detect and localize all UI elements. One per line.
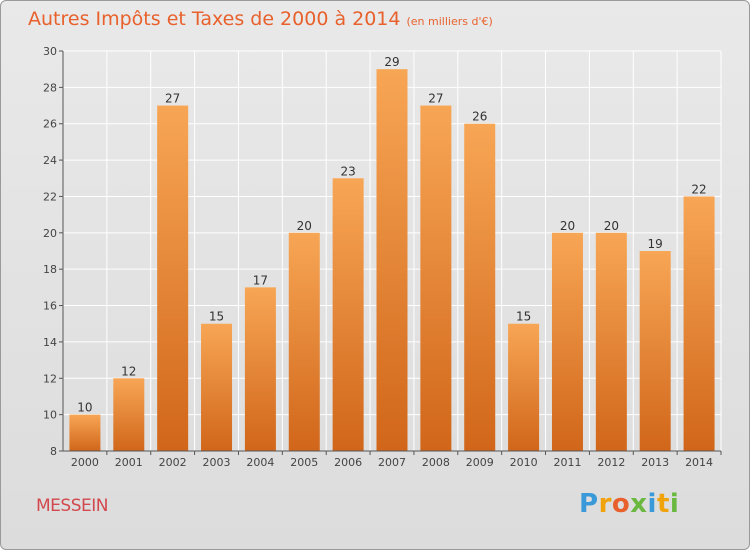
bar-2003 [201,323,233,451]
y-tick-label: 30 [43,45,57,58]
bar-2011 [551,232,583,451]
bar-2007 [376,69,408,451]
y-tick-label: 14 [43,336,57,349]
bar-2008 [420,105,452,451]
bar-value-label: 10 [77,401,92,415]
bar-value-label: 12 [121,364,136,378]
bar-2009 [464,123,496,452]
x-tick-label: 2001 [115,456,143,469]
x-tick-label: 2003 [203,456,231,469]
bar-value-label: 20 [297,219,312,233]
bar-value-label: 15 [209,310,224,324]
x-tick-label: 2005 [290,456,318,469]
proxiti-logo: Proxiti [579,489,679,519]
x-tick-label: 2006 [334,456,362,469]
labels: 8 10 12 14 16 18 20 22 24 26 28 30 10 2000 12 2001 27 200… [43,45,713,469]
bar-value-label: 20 [604,219,619,233]
y-tick-label: 16 [43,300,57,313]
chart-title: Autres Impôts et Taxes de 2000 à 2014 (en… [28,8,493,30]
bar-value-label: 17 [253,273,268,287]
y-tick-label: 20 [43,227,57,240]
logo-letter: t [656,489,670,519]
bar-2005 [288,232,320,451]
bar-2013 [639,251,671,451]
bar-value-label: 15 [516,310,531,324]
bar-2006 [332,178,364,452]
bar-value-label: 22 [691,182,706,196]
y-tick-label: 22 [43,190,57,203]
chart-subtitle: (en milliers d'€) [406,15,493,28]
chart-title-text: Autres Impôts et Taxes de 2000 à 2014 [28,8,401,30]
bar-2002 [157,105,189,451]
logo-letter: r [598,489,612,519]
bar-value-label: 19 [648,237,663,251]
y-tick-label: 26 [43,118,57,131]
bar-2004 [244,287,276,451]
x-tick-label: 2008 [422,456,450,469]
x-tick-label: 2002 [159,456,187,469]
bar-value-label: 23 [340,164,355,178]
x-tick-label: 2007 [378,456,406,469]
bar-value-label: 26 [472,110,487,124]
bars [69,69,715,452]
logo-letter: x [630,489,648,519]
bar-value-label: 27 [165,92,180,106]
bar-value-label: 20 [560,219,575,233]
y-tick-label: 28 [43,81,57,94]
y-tick-label: 12 [43,372,57,385]
bar-2000 [69,414,101,451]
y-tick-label: 18 [43,263,57,276]
bar-2001 [113,378,145,451]
y-tick-label: 8 [50,445,57,458]
bar-2012 [595,232,627,451]
x-tick-label: 2011 [553,456,581,469]
logo-letter: P [579,489,599,519]
x-tick-label: 2000 [71,456,99,469]
x-tick-label: 2012 [597,456,625,469]
commune-name: MESSEIN [36,496,108,516]
bar-2010 [508,323,540,451]
x-tick-label: 2014 [685,456,713,469]
x-tick-label: 2004 [246,456,274,469]
logo-letter: i [669,489,680,519]
x-tick-label: 2013 [641,456,669,469]
logo-letter: i [647,489,657,519]
x-tick-label: 2010 [510,456,538,469]
axes [59,50,722,455]
logo-letter: o [611,489,631,519]
bar-value-label: 27 [428,92,443,106]
y-tick-label: 10 [43,409,57,422]
x-tick-label: 2009 [466,456,494,469]
y-tick-label: 24 [43,154,57,167]
bar-value-label: 29 [384,55,399,69]
bar-2014 [683,196,715,451]
